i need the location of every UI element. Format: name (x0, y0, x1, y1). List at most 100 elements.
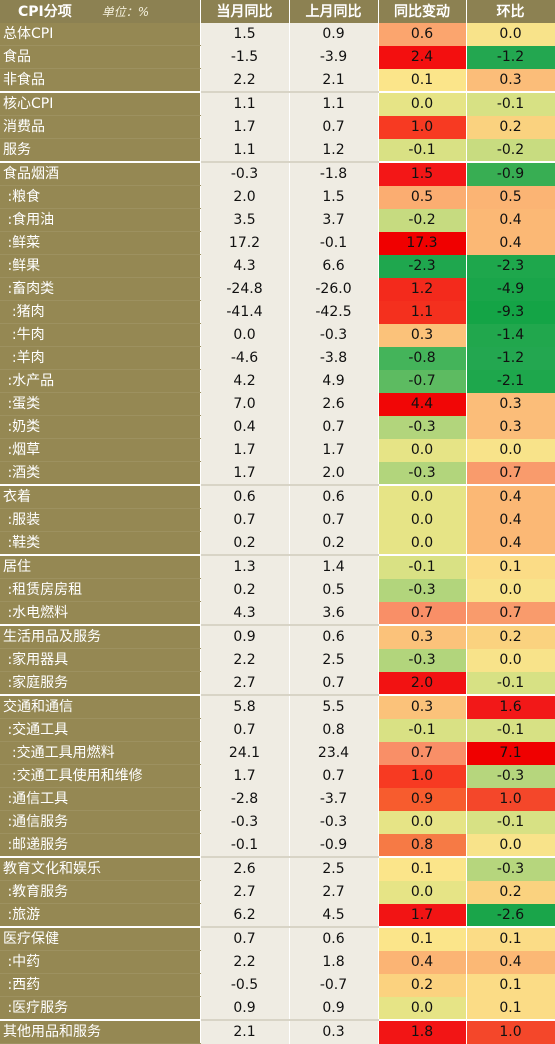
row-name: 食品 (0, 45, 201, 69)
row-mom: 1.6 (466, 694, 555, 719)
row-name: :奶类 (0, 415, 201, 439)
row-current-yoy: 4.3 (200, 601, 290, 625)
row-yoy-change: -0.3 (378, 648, 467, 672)
table-row: :畜肉类 -24.8 -26.0 1.2 -4.9 (0, 277, 555, 301)
row-name: :西药 (0, 973, 201, 997)
row-yoy-change: 2.0 (378, 671, 467, 695)
row-current-yoy: 1.7 (200, 438, 290, 462)
table-row: 衣着 0.6 0.6 0.0 0.4 (0, 484, 555, 509)
table-row: :交通工具 0.7 0.8 -0.1 -0.1 (0, 718, 555, 742)
row-mom: 0.4 (466, 208, 555, 232)
row-mom: 0.4 (466, 950, 555, 974)
row-mom: 0.4 (466, 508, 555, 532)
row-current-yoy: 2.0 (200, 185, 290, 209)
table-row: 总体CPI 1.5 0.9 0.6 0.0 (0, 23, 555, 46)
row-mom: 0.4 (466, 484, 555, 509)
table-row: 教育文化和娱乐 2.6 2.5 0.1 -0.3 (0, 856, 555, 881)
row-current-yoy: 1.7 (200, 764, 290, 788)
table-row: :鲜果 4.3 6.6 -2.3 -2.3 (0, 254, 555, 278)
table-row: 医疗保健 0.7 0.6 0.1 0.1 (0, 926, 555, 951)
row-name: 总体CPI (0, 23, 201, 46)
table-row: 其他用品和服务 2.1 0.3 1.8 1.0 (0, 1019, 555, 1044)
row-name: 医疗保健 (0, 926, 201, 951)
row-mom: 0.2 (466, 624, 555, 649)
row-current-yoy: -24.8 (200, 277, 290, 301)
row-mom: -4.9 (466, 277, 555, 301)
row-name: :水产品 (0, 369, 201, 393)
row-name: :医疗服务 (0, 996, 201, 1021)
table-row: :食用油 3.5 3.7 -0.2 0.4 (0, 208, 555, 232)
row-yoy-change: 0.7 (378, 741, 467, 765)
row-current-yoy: 2.6 (200, 856, 290, 881)
row-current-yoy: 2.7 (200, 880, 290, 904)
row-prev-yoy: -3.7 (289, 787, 379, 811)
row-mom: 0.0 (466, 833, 555, 857)
row-name: :牛肉 (0, 323, 201, 347)
row-mom: 0.2 (466, 115, 555, 139)
row-mom: -2.6 (466, 903, 555, 927)
row-prev-yoy: 0.9 (289, 23, 379, 46)
row-yoy-change: 0.0 (378, 531, 467, 555)
row-current-yoy: -0.1 (200, 833, 290, 857)
row-name: :畜肉类 (0, 277, 201, 301)
row-name: :烟草 (0, 438, 201, 462)
row-yoy-change: 0.0 (378, 508, 467, 532)
row-prev-yoy: 2.0 (289, 461, 379, 485)
row-current-yoy: 0.2 (200, 531, 290, 555)
row-name: :蛋类 (0, 392, 201, 416)
row-mom: 0.0 (466, 438, 555, 462)
row-mom: 0.5 (466, 185, 555, 209)
row-yoy-change: -0.3 (378, 461, 467, 485)
row-prev-yoy: 1.8 (289, 950, 379, 974)
row-yoy-change: -0.1 (378, 138, 467, 162)
row-name: :水电燃料 (0, 601, 201, 626)
row-name: 消费品 (0, 115, 201, 139)
row-mom: -2.1 (466, 369, 555, 393)
row-mom: 7.1 (466, 741, 555, 765)
row-prev-yoy: 2.5 (289, 856, 379, 881)
row-yoy-change: 0.2 (378, 973, 467, 997)
row-prev-yoy: 0.6 (289, 926, 379, 951)
row-name: :食用油 (0, 208, 201, 232)
row-name: :租赁房房租 (0, 578, 201, 602)
table-row: :鲜菜 17.2 -0.1 17.3 0.4 (0, 231, 555, 255)
table-body: 总体CPI 1.5 0.9 0.6 0.0 食品 -1.5 -3.9 2.4 -1.2 非食品 2.2… (0, 23, 555, 1044)
row-mom: 0.7 (466, 461, 555, 485)
row-name: :家用器具 (0, 648, 201, 672)
table-row: 居住 1.3 1.4 -0.1 0.1 (0, 554, 555, 579)
row-prev-yoy: 2.5 (289, 648, 379, 672)
row-name: 服务 (0, 138, 201, 163)
row-name: :邮递服务 (0, 833, 201, 858)
row-yoy-change: 1.8 (378, 1019, 467, 1044)
table-row: :家用器具 2.2 2.5 -0.3 0.0 (0, 648, 555, 672)
row-mom: -1.4 (466, 323, 555, 347)
row-current-yoy: 4.2 (200, 369, 290, 393)
row-prev-yoy: 2.6 (289, 392, 379, 416)
row-name: 交通和通信 (0, 694, 201, 719)
row-yoy-change: 0.9 (378, 787, 467, 811)
table-row: :旅游 6.2 4.5 1.7 -2.6 (0, 903, 555, 928)
row-name: :鲜菜 (0, 231, 201, 255)
row-current-yoy: 0.7 (200, 718, 290, 742)
row-prev-yoy: 0.7 (289, 115, 379, 139)
table-row: :鞋类 0.2 0.2 0.0 0.4 (0, 531, 555, 556)
table-row: :水电燃料 4.3 3.6 0.7 0.7 (0, 601, 555, 626)
row-current-yoy: 0.9 (200, 624, 290, 649)
row-mom: -0.3 (466, 764, 555, 788)
row-prev-yoy: 2.1 (289, 68, 379, 92)
row-current-yoy: 0.7 (200, 508, 290, 532)
row-prev-yoy: 0.5 (289, 578, 379, 602)
row-name: 其他用品和服务 (0, 1019, 201, 1044)
row-yoy-change: 1.5 (378, 161, 467, 186)
row-current-yoy: 0.2 (200, 578, 290, 602)
row-prev-yoy: 0.7 (289, 764, 379, 788)
table-row: 非食品 2.2 2.1 0.1 0.3 (0, 68, 555, 93)
row-yoy-change: 4.4 (378, 392, 467, 416)
row-current-yoy: 6.2 (200, 903, 290, 927)
table-row: :酒类 1.7 2.0 -0.3 0.7 (0, 461, 555, 486)
row-prev-yoy: 0.7 (289, 671, 379, 695)
row-prev-yoy: 0.6 (289, 484, 379, 509)
row-mom: -2.3 (466, 254, 555, 278)
row-yoy-change: 0.7 (378, 601, 467, 625)
